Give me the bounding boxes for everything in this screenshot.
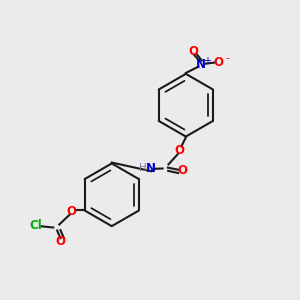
Text: O: O (66, 205, 76, 218)
Text: O: O (56, 235, 66, 248)
Text: Cl: Cl (29, 220, 42, 232)
Text: H: H (139, 163, 147, 173)
Text: N: N (196, 58, 206, 71)
Text: O: O (188, 45, 198, 58)
Text: O: O (175, 143, 185, 157)
Text: N: N (146, 162, 156, 175)
Text: -: - (225, 53, 229, 63)
Text: O: O (177, 164, 187, 177)
Text: O: O (214, 56, 224, 69)
Text: +: + (203, 56, 211, 66)
